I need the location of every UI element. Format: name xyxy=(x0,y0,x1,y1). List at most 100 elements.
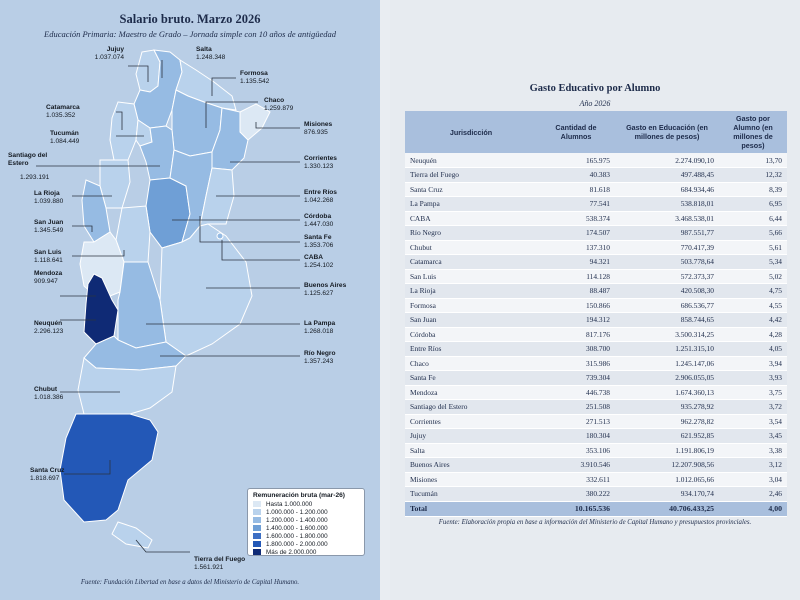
cell-alumnos: 332.611 xyxy=(537,472,615,487)
cell-alumnos: 137.310 xyxy=(537,240,615,255)
cell-gasto: 420.508,30 xyxy=(615,283,719,299)
cell-jurisdiccion: Chubut xyxy=(405,240,537,255)
cell-alumnos: 308.700 xyxy=(537,341,615,357)
legend-swatch xyxy=(253,533,261,539)
table-row: CABA 538.374 3.468.538,01 6,44 xyxy=(405,211,787,226)
legend-swatch xyxy=(253,541,261,547)
cell-gasto: 3.500.314,25 xyxy=(615,327,719,342)
label-santiago: Santiago del Estero xyxy=(8,152,48,167)
cell-jurisdiccion: Corrientes xyxy=(405,414,537,429)
label-santafe: Santa Fe 1.353.706 xyxy=(304,234,334,249)
cell-alumnos: 81.618 xyxy=(537,182,615,197)
legend-item: 1.400.000 - 1.600.000 xyxy=(253,524,359,532)
table-row: Santa Cruz 81.618 684.934,46 8,39 xyxy=(405,182,787,197)
table-row: San Luis 114.128 572.373,37 5,02 xyxy=(405,269,787,284)
spending-table: Jurisdicción Cantidad de Alumnos Gasto e… xyxy=(405,111,787,517)
table-row: San Juan 194.312 858.744,65 4,42 xyxy=(405,312,787,328)
cell-alumnos: 40.383 xyxy=(537,167,615,183)
table-source: Fuente: Elaboración propia en base a inf… xyxy=(438,519,752,526)
cell-por-alumno: 3,54 xyxy=(719,414,787,429)
header-jurisdiccion: Jurisdicción xyxy=(405,111,537,153)
cell-gasto: 686.536,77 xyxy=(615,298,719,313)
province-entrerios xyxy=(199,167,235,227)
label-rionegro: Río Negro 1.357.243 xyxy=(304,350,336,365)
table-row: Tierra del Fuego 40.383 497.488,45 12,32 xyxy=(405,167,787,183)
total-alumnos: 10.165.536 xyxy=(537,501,615,517)
cell-por-alumno: 4,05 xyxy=(719,341,787,357)
cell-alumnos: 380.222 xyxy=(537,486,615,502)
salary-map-panel: Salario bruto. Marzo 2026 Educación Prim… xyxy=(0,0,380,600)
cell-jurisdiccion: Neuquén xyxy=(405,153,537,168)
cell-jurisdiccion: Santiago del Estero xyxy=(405,399,537,415)
legend-swatch xyxy=(253,549,261,555)
cell-jurisdiccion: Río Negro xyxy=(405,225,537,241)
legend-item: 1.000.000 - 1.200.000 xyxy=(253,508,359,516)
legend-item: Más de 2.000.000 xyxy=(253,548,359,556)
label-catamarca: Catamarca 1.035.352 xyxy=(46,104,80,119)
cell-alumnos: 353.106 xyxy=(537,443,615,458)
cell-por-alumno: 13,70 xyxy=(719,153,787,168)
label-tucuman: Tucumán 1.084.449 xyxy=(50,130,80,145)
province-santacruz xyxy=(59,413,159,523)
province-chubut xyxy=(77,357,177,415)
table-row: Santa Fe 739.304 2.906.055,05 3,93 xyxy=(405,370,787,386)
label-chubut: Chubut 1.018.386 xyxy=(34,386,64,401)
table-title: Gasto Educativo por Alumno xyxy=(529,83,661,94)
cell-por-alumno: 12,32 xyxy=(719,167,787,183)
cell-jurisdiccion: Formosa xyxy=(405,298,537,313)
cell-alumnos: 94.321 xyxy=(537,254,615,270)
header-gasto: Gasto en Educación (en millones de pesos… xyxy=(615,111,719,153)
header-por-alumno: Gasto por Alumno (en millones de pesos) xyxy=(719,111,787,153)
cell-por-alumno: 6,44 xyxy=(719,211,787,226)
cell-alumnos: 88.487 xyxy=(537,283,615,299)
label-tierradelfuego: Tierra del Fuego 1.561.921 xyxy=(194,556,246,571)
cell-por-alumno: 5,66 xyxy=(719,225,787,241)
header-alumnos: Cantidad de Alumnos xyxy=(537,111,615,153)
legend-swatch xyxy=(253,525,261,531)
table-row: Misiones 332.611 1.012.065,66 3,04 xyxy=(405,472,787,487)
map-subtitle: Educación Primaria: Maestro de Grado – J… xyxy=(44,29,336,39)
cell-alumnos: 114.128 xyxy=(537,269,615,284)
cell-alumnos: 739.304 xyxy=(537,370,615,386)
legend-swatch xyxy=(253,501,261,507)
cell-jurisdiccion: Santa Cruz xyxy=(405,182,537,197)
cell-gasto: 1.245.147,06 xyxy=(615,356,719,371)
label-cordoba: Córdoba 1.447.030 xyxy=(304,213,334,228)
cell-por-alumno: 3,75 xyxy=(719,385,787,400)
label-sanluis: San Luis 1.118.641 xyxy=(34,249,63,264)
cell-por-alumno: 8,39 xyxy=(719,182,787,197)
cell-gasto: 770.417,39 xyxy=(615,240,719,255)
spending-table-panel: Gasto Educativo por Alumno Año 2026 Juri… xyxy=(390,0,800,600)
cell-jurisdiccion: Misiones xyxy=(405,472,537,487)
cell-jurisdiccion: San Luis xyxy=(405,269,537,284)
cell-alumnos: 180.304 xyxy=(537,428,615,444)
cell-alumnos: 315.986 xyxy=(537,356,615,371)
cell-alumnos: 165.975 xyxy=(537,153,615,168)
cell-gasto: 962.278,82 xyxy=(615,414,719,429)
cell-gasto: 684.934,46 xyxy=(615,182,719,197)
cell-alumnos: 174.507 xyxy=(537,225,615,241)
label-chaco: Chaco 1.259.879 xyxy=(264,97,294,112)
cell-alumnos: 446.738 xyxy=(537,385,615,400)
province-catamarca xyxy=(109,101,139,161)
label-misiones: Misiones 876.935 xyxy=(304,121,333,136)
table-body: Neuquén 165.975 2.274.090,10 13,70 Tierra de… xyxy=(405,153,787,502)
table-row: Salta 353.106 1.191.806,19 3,38 xyxy=(405,443,787,458)
label-mendoza: Mendoza 909.947 xyxy=(34,270,63,285)
total-label: Total xyxy=(405,501,537,517)
cell-por-alumno: 3,45 xyxy=(719,428,787,444)
table-header-row: Jurisdicción Cantidad de Alumnos Gasto e… xyxy=(405,111,787,153)
cell-alumnos: 538.374 xyxy=(537,211,615,226)
legend-item: Hasta 1.000.000 xyxy=(253,500,359,508)
cell-alumnos: 194.312 xyxy=(537,312,615,328)
total-por-alumno: 4,00 xyxy=(719,501,787,517)
cell-jurisdiccion: Santa Fe xyxy=(405,370,537,386)
legend-item: 1.200.000 - 1.400.000 xyxy=(253,516,359,524)
label-buenosaires: Buenos Aires 1.125.627 xyxy=(304,282,347,297)
table-row: Buenos Aires 3.910.546 12.207.908,56 3,12 xyxy=(405,457,787,473)
label-neuquen: Neuquén 2.296.123 xyxy=(34,320,64,335)
legend-title: Remuneración bruta (mar-26) xyxy=(253,492,345,499)
cell-jurisdiccion: La Pampa xyxy=(405,196,537,212)
province-tierradelfuego xyxy=(111,521,153,549)
table-total-row: Total 10.165.536 40.706.433,25 4,00 xyxy=(405,501,787,517)
